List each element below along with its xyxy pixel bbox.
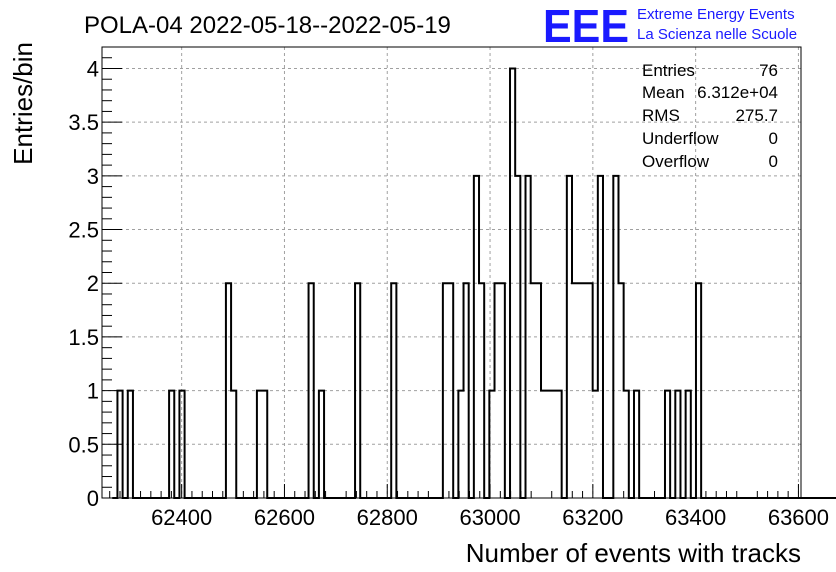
stats-overflow-label: Overflow [642, 152, 710, 171]
stats-box: Entries 76 Mean 6.312e+04 RMS 275.7 Unde… [642, 61, 778, 171]
y-axis-label: Entries/bin [8, 42, 38, 165]
stats-underflow-label: Underflow [642, 129, 719, 148]
eee-logo-line1: Extreme Energy Events [637, 6, 795, 23]
x-tick-label: 63000 [459, 505, 520, 530]
y-tick-label: 4 [87, 56, 99, 81]
grid-lines [102, 47, 801, 498]
eee-logo: EEE Extreme Energy Events La Scienza nel… [543, 0, 797, 52]
eee-logo-mark: EEE [543, 0, 629, 52]
y-tick-label: 1 [87, 379, 99, 404]
y-axis: 0 0.5 1 1.5 2 2.5 3 3.5 4 [68, 56, 122, 511]
x-tick-label: 62600 [254, 505, 315, 530]
y-tick-label: 3.5 [68, 110, 99, 135]
stats-underflow-value: 0 [769, 129, 778, 148]
x-tick-label: 63400 [665, 505, 726, 530]
stats-rms-value: 275.7 [735, 106, 778, 125]
stats-rms-label: RMS [642, 106, 680, 125]
x-tick-label: 62800 [357, 505, 418, 530]
chart-title: POLA-04 2022-05-18--2022-05-19 [84, 12, 451, 39]
y-tick-label: 2 [87, 271, 99, 296]
x-axis-label: Number of events with tracks [466, 538, 801, 568]
y-tick-label: 2.5 [68, 218, 99, 243]
y-tick-label: 0 [87, 486, 99, 511]
stats-mean-value: 6.312e+04 [697, 83, 778, 102]
y-tick-label: 0.5 [68, 432, 99, 457]
stats-entries-value: 76 [759, 61, 778, 80]
stats-entries-label: Entries [642, 61, 695, 80]
y-tick-label: 1.5 [68, 325, 99, 350]
histogram-line [112, 67, 836, 499]
y-tick-label: 3 [87, 164, 99, 189]
x-tick-label: 63600 [768, 505, 829, 530]
stats-mean-label: Mean [642, 83, 685, 102]
x-tick-label: 63200 [562, 505, 623, 530]
x-axis: 62400 62600 62800 63000 63200 63400 63600 [109, 484, 829, 530]
x-tick-label: 62400 [151, 505, 212, 530]
histogram-series [112, 67, 836, 499]
eee-logo-line2: La Scienza nelle Scuole [637, 26, 797, 43]
stats-overflow-value: 0 [769, 152, 778, 171]
